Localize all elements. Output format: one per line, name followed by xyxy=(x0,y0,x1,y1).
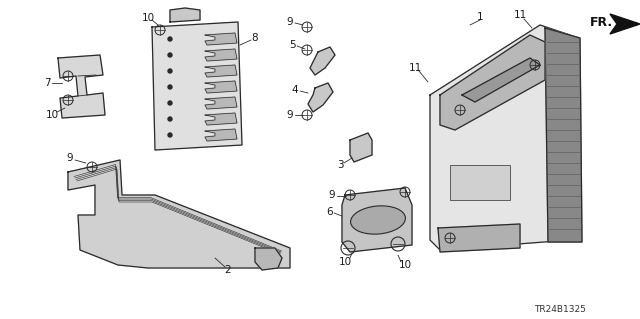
Text: 9: 9 xyxy=(67,153,74,163)
Text: 9: 9 xyxy=(287,17,293,27)
Text: 10: 10 xyxy=(339,257,351,267)
Text: 10: 10 xyxy=(45,110,59,120)
Polygon shape xyxy=(68,160,290,268)
Circle shape xyxy=(168,69,172,73)
Polygon shape xyxy=(205,113,237,125)
Polygon shape xyxy=(205,81,237,93)
Text: 10: 10 xyxy=(141,13,155,23)
Text: TR24B1325: TR24B1325 xyxy=(534,306,586,315)
Polygon shape xyxy=(440,35,545,130)
Polygon shape xyxy=(310,47,335,75)
Circle shape xyxy=(168,117,172,121)
Text: 2: 2 xyxy=(225,265,231,275)
Polygon shape xyxy=(205,129,237,141)
Circle shape xyxy=(168,85,172,89)
Circle shape xyxy=(168,101,172,105)
Text: 7: 7 xyxy=(44,78,51,88)
Circle shape xyxy=(168,53,172,57)
Polygon shape xyxy=(610,14,640,34)
Text: 6: 6 xyxy=(326,207,333,217)
Polygon shape xyxy=(545,28,582,242)
Text: 9: 9 xyxy=(287,110,293,120)
Polygon shape xyxy=(350,133,372,162)
Text: 1: 1 xyxy=(477,12,483,22)
Polygon shape xyxy=(205,65,237,77)
Polygon shape xyxy=(58,55,105,118)
Polygon shape xyxy=(205,97,237,109)
Text: 9: 9 xyxy=(329,190,335,200)
Ellipse shape xyxy=(351,206,405,234)
Text: 8: 8 xyxy=(252,33,259,43)
Bar xyxy=(450,165,510,200)
Circle shape xyxy=(168,133,172,137)
Polygon shape xyxy=(152,22,242,150)
Polygon shape xyxy=(205,33,237,45)
Text: 11: 11 xyxy=(408,63,422,73)
Polygon shape xyxy=(430,25,570,250)
Polygon shape xyxy=(438,224,520,252)
Polygon shape xyxy=(205,49,237,61)
Polygon shape xyxy=(170,8,200,22)
Text: 4: 4 xyxy=(292,85,298,95)
Text: 11: 11 xyxy=(513,10,527,20)
Text: FR.: FR. xyxy=(590,16,613,28)
Circle shape xyxy=(168,37,172,41)
Polygon shape xyxy=(255,248,282,270)
Text: 10: 10 xyxy=(399,260,412,270)
Polygon shape xyxy=(462,58,540,102)
Text: 3: 3 xyxy=(337,160,343,170)
Text: 5: 5 xyxy=(289,40,295,50)
Polygon shape xyxy=(308,83,333,112)
Polygon shape xyxy=(342,188,412,252)
